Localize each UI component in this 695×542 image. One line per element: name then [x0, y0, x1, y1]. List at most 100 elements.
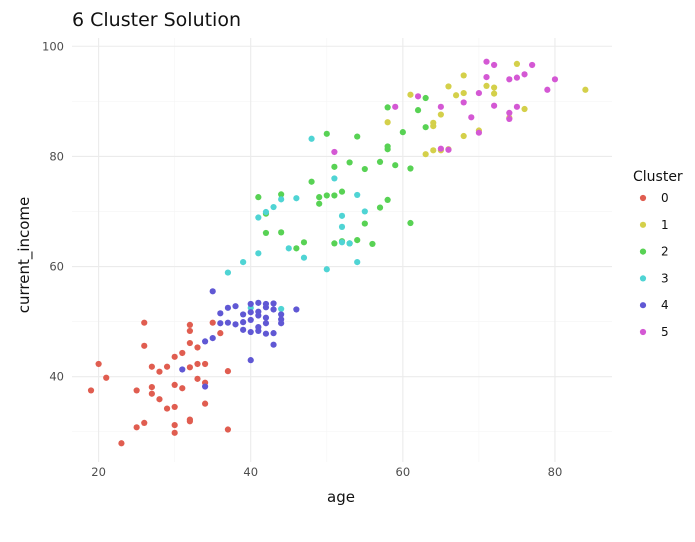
data-point-cluster-5 — [445, 146, 452, 153]
data-point-cluster-1 — [491, 90, 498, 97]
data-point-cluster-5 — [392, 103, 399, 110]
data-points — [87, 58, 589, 447]
data-point-cluster-4 — [217, 310, 224, 317]
data-point-cluster-3 — [224, 269, 232, 276]
axis-tick-labels: 20 40 60 80 40 60 80 100 — [42, 39, 562, 479]
data-point-cluster-5 — [475, 129, 483, 136]
data-point-cluster-5 — [506, 76, 513, 83]
data-point-cluster-0 — [156, 396, 163, 403]
data-point-cluster-0 — [141, 342, 148, 349]
data-point-cluster-1 — [483, 82, 490, 90]
y-tick-label: 100 — [42, 39, 64, 53]
data-point-cluster-2 — [346, 159, 353, 166]
data-point-cluster-1 — [407, 91, 414, 98]
data-point-cluster-5 — [506, 115, 513, 123]
data-point-cluster-3 — [262, 208, 270, 216]
grid-lines — [72, 38, 612, 462]
data-point-cluster-0 — [179, 385, 186, 392]
data-point-cluster-3 — [255, 250, 262, 257]
data-point-cluster-0 — [163, 363, 171, 370]
data-point-cluster-5 — [483, 58, 490, 65]
data-point-cluster-1 — [513, 60, 521, 67]
data-point-cluster-2 — [262, 229, 270, 237]
data-point-cluster-5 — [491, 102, 498, 109]
data-point-cluster-1 — [452, 92, 460, 99]
data-point-cluster-1 — [430, 147, 437, 154]
data-point-cluster-2 — [384, 143, 391, 150]
data-point-cluster-2 — [399, 129, 406, 136]
data-point-cluster-2 — [331, 163, 338, 170]
data-point-cluster-3 — [338, 239, 346, 246]
data-point-cluster-4 — [209, 288, 216, 295]
data-point-cluster-4 — [247, 357, 254, 364]
data-point-cluster-1 — [437, 111, 444, 118]
data-point-cluster-2 — [278, 191, 285, 198]
legend-key-cluster-4 — [639, 302, 647, 309]
data-point-cluster-3 — [300, 254, 308, 261]
data-point-cluster-5 — [491, 61, 498, 69]
legend-label-cluster-4: 4 — [661, 298, 669, 312]
data-point-cluster-4 — [247, 316, 254, 324]
data-point-cluster-4 — [224, 304, 232, 311]
data-point-cluster-0 — [194, 360, 201, 368]
x-tick-label: 40 — [243, 465, 258, 479]
data-point-cluster-2 — [354, 133, 361, 140]
data-point-cluster-4 — [201, 338, 209, 345]
data-point-cluster-0 — [194, 344, 201, 351]
data-point-cluster-4 — [209, 335, 216, 342]
data-point-cluster-0 — [141, 419, 148, 427]
data-point-cluster-3 — [255, 214, 262, 221]
data-point-cluster-4 — [255, 323, 262, 331]
legend-label-cluster-1: 1 — [661, 218, 669, 232]
data-point-cluster-1 — [521, 105, 528, 113]
data-point-cluster-4 — [262, 300, 270, 308]
data-point-cluster-0 — [179, 349, 186, 357]
data-point-cluster-4 — [247, 328, 254, 336]
data-point-cluster-4 — [179, 366, 186, 373]
data-point-cluster-3 — [285, 245, 292, 252]
data-point-cluster-1 — [460, 132, 467, 140]
legend-key-cluster-3 — [639, 275, 647, 282]
data-point-cluster-0 — [186, 321, 193, 328]
data-point-cluster-0 — [95, 360, 102, 368]
data-point-cluster-5 — [513, 74, 521, 81]
data-point-cluster-0 — [209, 319, 216, 326]
data-point-cluster-0 — [201, 360, 209, 368]
data-point-cluster-2 — [361, 220, 368, 227]
legend-key-cluster-2 — [639, 248, 647, 255]
data-point-cluster-2 — [308, 178, 315, 185]
data-point-cluster-0 — [163, 405, 171, 412]
data-point-cluster-5 — [551, 76, 559, 83]
data-point-cluster-2 — [323, 192, 330, 199]
data-point-cluster-4 — [201, 383, 209, 390]
data-point-cluster-0 — [133, 387, 140, 394]
data-point-cluster-5 — [483, 73, 490, 81]
data-point-cluster-3 — [323, 266, 330, 273]
data-point-cluster-0 — [186, 364, 193, 371]
x-tick-label: 60 — [396, 465, 411, 479]
y-axis-title: current_income — [15, 197, 34, 314]
data-point-cluster-0 — [171, 422, 178, 429]
data-point-cluster-0 — [186, 416, 193, 423]
data-point-cluster-2 — [407, 165, 414, 172]
data-point-cluster-5 — [437, 145, 444, 152]
legend: Cluster 0 1 2 3 4 5 — [633, 169, 683, 339]
data-point-cluster-0 — [194, 375, 201, 382]
data-point-cluster-4 — [247, 309, 254, 316]
data-point-cluster-2 — [331, 240, 338, 247]
data-point-cluster-0 — [224, 426, 232, 433]
data-point-cluster-3 — [354, 191, 361, 199]
data-point-cluster-4 — [270, 300, 277, 307]
data-point-cluster-4 — [240, 311, 247, 318]
data-point-cluster-5 — [529, 61, 536, 69]
data-point-cluster-2 — [384, 104, 391, 111]
data-point-cluster-4 — [262, 330, 270, 337]
x-axis-title: age — [327, 488, 355, 506]
x-tick-label: 20 — [91, 465, 106, 479]
data-point-cluster-2 — [392, 162, 399, 169]
data-point-cluster-4 — [232, 303, 239, 310]
data-point-cluster-3 — [270, 203, 277, 211]
data-point-cluster-5 — [544, 86, 551, 93]
data-point-cluster-5 — [521, 71, 528, 78]
